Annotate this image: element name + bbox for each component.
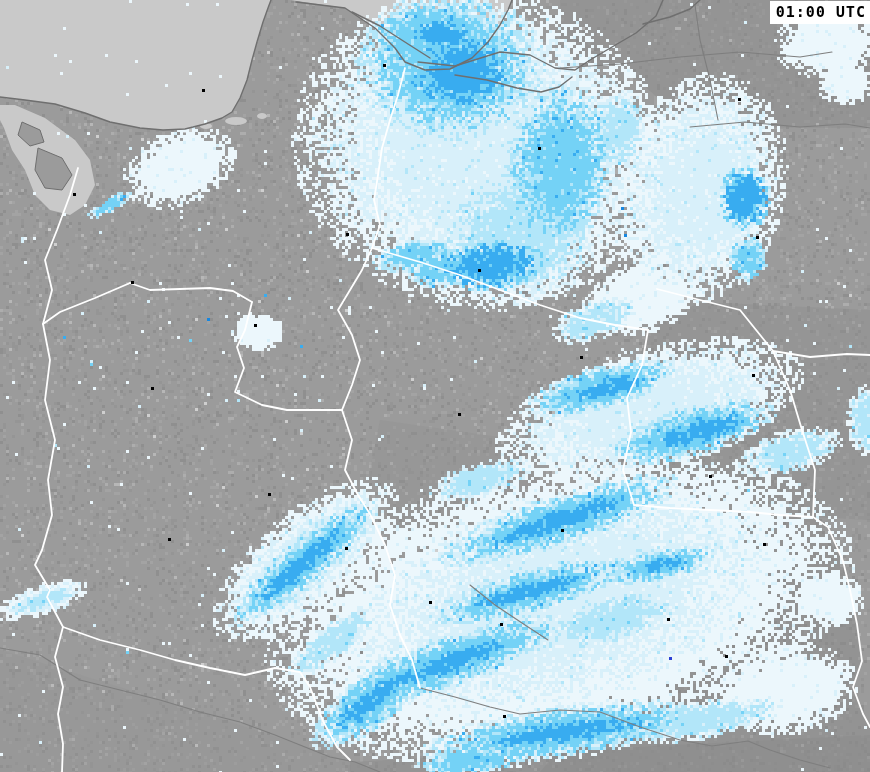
- timestamp-label: 01:00 UTC: [769, 1, 870, 24]
